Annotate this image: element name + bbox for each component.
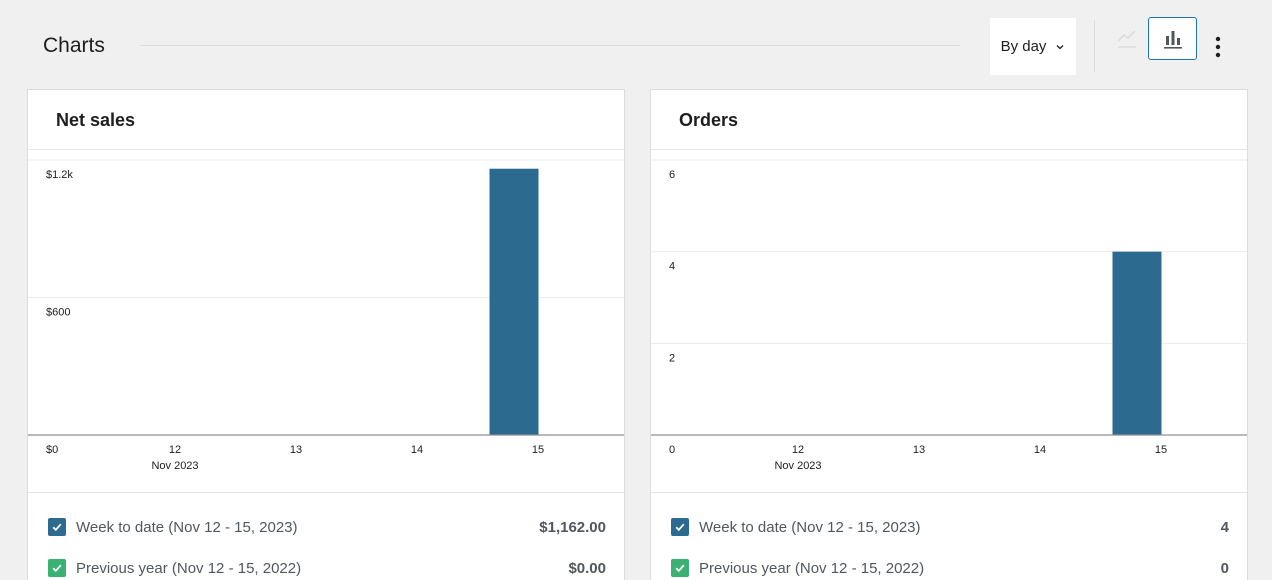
- legend-value: $1,162.00: [539, 518, 606, 536]
- checkbox-checked-icon[interactable]: [671, 559, 689, 577]
- bar-chart-button[interactable]: [1148, 17, 1197, 60]
- checkbox-checked-icon[interactable]: [48, 518, 66, 536]
- line-chart-button[interactable]: [1108, 18, 1146, 58]
- y-tick-label: 4: [669, 261, 675, 273]
- card-header-divider: [28, 149, 624, 150]
- orders-chart: 0 2 4 6 12 13 14 15 Nov 2023: [651, 159, 1247, 472]
- bar[interactable]: [489, 168, 539, 436]
- more-vertical-icon: [1215, 36, 1221, 58]
- legend-value: $0.00: [568, 559, 606, 577]
- interval-select[interactable]: By day: [990, 18, 1076, 75]
- legend-label: Week to date (Nov 12 - 15, 2023): [699, 518, 921, 536]
- x-tick-label: 13: [913, 444, 925, 456]
- checkbox-checked-icon[interactable]: [48, 559, 66, 577]
- x-tick-label: 14: [1034, 444, 1046, 456]
- more-options-button[interactable]: [1205, 27, 1231, 67]
- x-tick-label: 15: [532, 444, 544, 456]
- orders-card: Orders 0 2 4 6 12 13 14 15 Nov 2023 Week to date…: [650, 89, 1248, 580]
- legend-item-current[interactable]: Week to date (Nov 12 - 15, 2023) $1,162.…: [48, 515, 606, 539]
- x-tick-label: 12: [792, 444, 804, 456]
- card-title: Orders: [679, 110, 739, 130]
- checkbox-checked-icon[interactable]: [671, 518, 689, 536]
- page-title: Charts: [43, 34, 105, 57]
- card-header-divider: [651, 149, 1247, 150]
- y-tick-label: $600: [46, 307, 70, 319]
- bar-chart-icon: [1163, 30, 1182, 49]
- y-tick-label: 0: [669, 444, 675, 456]
- toolbar-separator: [1094, 20, 1095, 72]
- charts-header: Charts By day: [0, 0, 1272, 90]
- legend-label: Previous year (Nov 12 - 15, 2022): [699, 559, 925, 577]
- line-chart-icon: [1117, 30, 1136, 48]
- y-tick-label: 6: [669, 169, 675, 181]
- legend-divider: [651, 492, 1247, 493]
- bar[interactable]: [1112, 251, 1162, 435]
- net-sales-chart: $0 $600 $1.2k 12 13 14 15 Nov 2023: [28, 159, 624, 472]
- x-tick-label: 15: [1155, 444, 1167, 456]
- legend-value: 0: [1220, 559, 1229, 577]
- legend-item-previous[interactable]: Previous year (Nov 12 - 15, 2022) $0.00: [48, 556, 606, 580]
- y-tick-label: $1.2k: [46, 169, 73, 181]
- legend-item-current[interactable]: Week to date (Nov 12 - 15, 2023) 4: [671, 515, 1229, 539]
- net-sales-card: Net sales $0 $600 $1.2k 12 13 14 15 Nov 2023 We…: [27, 89, 625, 580]
- legend-label: Week to date (Nov 12 - 15, 2023): [76, 518, 298, 536]
- y-tick-label: 2: [669, 352, 675, 364]
- x-tick-label: 13: [290, 444, 302, 456]
- x-axis-sublabel: Nov 2023: [151, 460, 198, 472]
- interval-label: By day: [1000, 38, 1047, 55]
- legend-divider: [28, 492, 624, 493]
- legend-value: 4: [1220, 518, 1229, 536]
- legend-label: Previous year (Nov 12 - 15, 2022): [76, 559, 302, 577]
- legend-item-previous[interactable]: Previous year (Nov 12 - 15, 2022) 0: [671, 556, 1229, 580]
- chevron-down-icon: [1056, 44, 1064, 49]
- x-tick-label: 12: [169, 444, 181, 456]
- card-title: Net sales: [56, 110, 136, 130]
- y-tick-label: $0: [46, 444, 58, 456]
- header-divider: [140, 45, 960, 46]
- x-tick-label: 14: [411, 444, 423, 456]
- x-axis-sublabel: Nov 2023: [774, 460, 821, 472]
